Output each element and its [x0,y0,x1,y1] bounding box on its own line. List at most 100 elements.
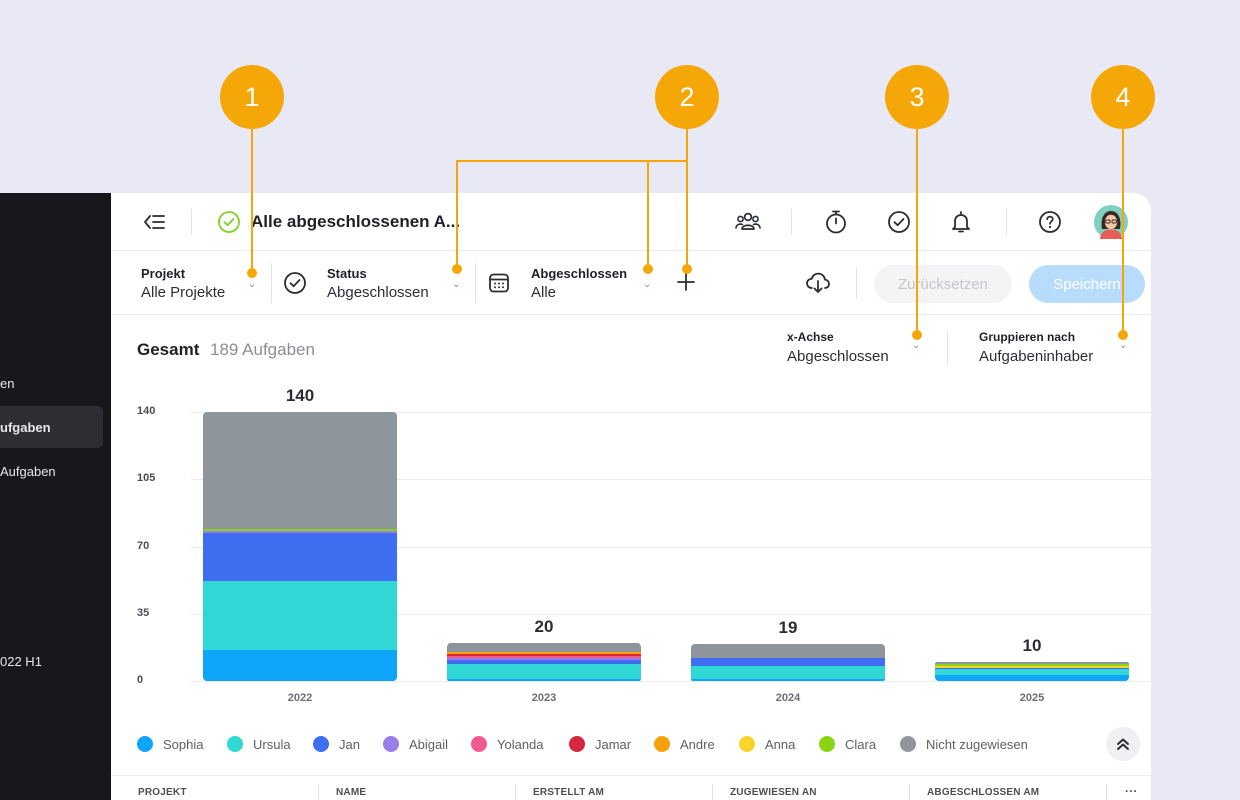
bar-segment-sophia[interactable] [935,675,1129,681]
legend-label: Nicht zugewiesen [926,736,1028,752]
bar-segment-jan[interactable] [691,657,885,666]
chevron-down-icon[interactable]: ⌄ [452,279,461,290]
legend-item[interactable]: Nicht zugewiesen [900,736,1028,752]
bar-segment-sophia[interactable] [447,679,641,681]
legend-label: Clara [845,736,877,752]
callout-badge: 4 [1091,65,1155,129]
top-bar: Alle abgeschlossenen A... [111,193,1151,251]
callout-dot [682,264,692,274]
reset-button[interactable]: Zurücksetzen [874,265,1012,303]
bar-segment-sophia[interactable] [203,650,397,681]
x-tick-label: 2022 [287,692,313,704]
bar-segment-ursula[interactable] [447,663,641,680]
callout-dot [247,268,257,278]
status-check-icon [283,271,307,295]
status-filter-label: Status [327,266,367,281]
cloud-download-icon[interactable] [804,270,832,296]
column-header-name[interactable]: NAME [336,787,367,798]
project-filter-value: Alle Projekte [141,284,226,301]
bell-icon[interactable] [948,209,974,235]
chevron-down-icon[interactable]: ⌄ [1119,340,1128,351]
chevron-down-icon[interactable]: ⌄ [248,279,257,290]
page-title: Alle abgeschlossenen A... [251,212,461,231]
legend-swatch [471,736,487,752]
column-header-completed[interactable]: ABGESCHLOSSEN AM [927,787,1040,798]
check-circle-outline-icon[interactable] [886,209,912,235]
bar-total-label: 10 [1022,635,1042,655]
divider [475,263,476,303]
bar-segment-nicht-zugewiesen[interactable] [447,642,641,653]
y-tick-label: 70 [137,540,150,552]
bar-segment-ursula[interactable] [203,581,397,651]
collapse-chart-button[interactable] [1106,727,1140,761]
bar-segment-ursula[interactable] [691,665,885,680]
legend-label: Yolanda [497,736,544,752]
bar-segment-jamar[interactable] [447,654,641,656]
y-tick-label: 0 [137,674,144,686]
bar-segment-jan[interactable] [935,667,1129,670]
bar-segment-sophia[interactable] [691,679,885,681]
sidebar-item-active[interactable]: ufgaben [0,406,103,448]
divider [318,784,319,800]
sidebar-item-3[interactable]: Aufgaben [0,464,56,479]
chevron-down-icon[interactable]: ⌄ [912,340,921,351]
callout-badge: 3 [885,65,949,129]
legend-item[interactable]: Clara [819,736,876,752]
callout-dot [643,264,653,274]
legend-item[interactable]: Anna [739,736,795,752]
bar-segment-jan[interactable] [447,659,641,664]
column-header-created[interactable]: ERSTELLT AM [533,787,605,798]
legend-label: Jan [339,736,360,752]
callout-line [1122,129,1124,335]
team-icon[interactable] [733,209,763,235]
double-chevron-up-icon [1117,738,1129,750]
divider [947,331,948,365]
legend-label: Jamar [595,736,632,752]
filter-bar: Projekt Alle Projekte ⌄ Status Abgeschlo… [111,251,1151,315]
collapse-sidebar-icon[interactable] [141,209,167,235]
bar-segment-jan[interactable] [203,533,397,582]
column-header-assigned[interactable]: ZUGEWIESEN AN [730,787,817,798]
add-filter-icon[interactable] [676,272,696,292]
legend-item[interactable]: Yolanda [471,736,544,752]
legend-label: Anna [765,736,796,752]
bar-segment-andre[interactable] [447,652,641,655]
bar-segment-clara[interactable] [935,663,1129,666]
divider [1006,209,1007,235]
legend-item[interactable]: Andre [654,736,715,752]
bar-segment-nicht-zugewiesen[interactable] [691,644,885,658]
callout-line [456,160,688,162]
bar-total-label: 19 [778,618,798,638]
avatar[interactable] [1094,205,1128,239]
help-icon[interactable] [1037,209,1063,235]
save-button[interactable]: Speichern [1029,265,1145,303]
gridline [191,681,1151,682]
legend-item[interactable]: Abigail [383,736,448,752]
legend-item[interactable]: Jan [313,736,360,752]
more-options-icon[interactable]: ··· [1125,784,1138,798]
divider [1106,784,1107,800]
bar-segment-yolanda[interactable] [447,656,641,658]
bar-segment-anna[interactable] [935,665,1129,668]
x-axis-value: Abgeschlossen [787,348,889,365]
column-header-project[interactable]: PROJEKT [138,787,187,798]
sidebar-item-1[interactable]: en [0,376,15,391]
x-tick-label: 2024 [775,692,801,704]
bar-segment-clara[interactable] [203,529,397,532]
bar-segment-nicht-zugewiesen[interactable] [935,661,1129,664]
chevron-down-icon[interactable]: ⌄ [643,279,652,290]
x-tick-label: 2025 [1019,692,1045,704]
legend-item[interactable]: Ursula [227,736,291,752]
timer-icon[interactable] [823,209,849,235]
project-filter-label: Projekt [141,266,186,281]
bar-segment-abigail[interactable] [447,657,641,660]
bar-segment-nicht-zugewiesen[interactable] [203,412,397,530]
bar-segment-ursula[interactable] [935,669,1129,676]
group-by-label: Gruppieren nach [979,330,1076,344]
main-window: Alle abgeschlossenen A... Projekt Alle P… [111,193,1151,800]
bar-segment-abigail[interactable] [203,531,397,534]
legend-item[interactable]: Sophia [137,736,203,752]
sidebar-item-4[interactable]: 022 H1 [0,654,42,669]
legend-item[interactable]: Jamar [569,736,631,752]
total-label: Gesamt [137,340,200,359]
